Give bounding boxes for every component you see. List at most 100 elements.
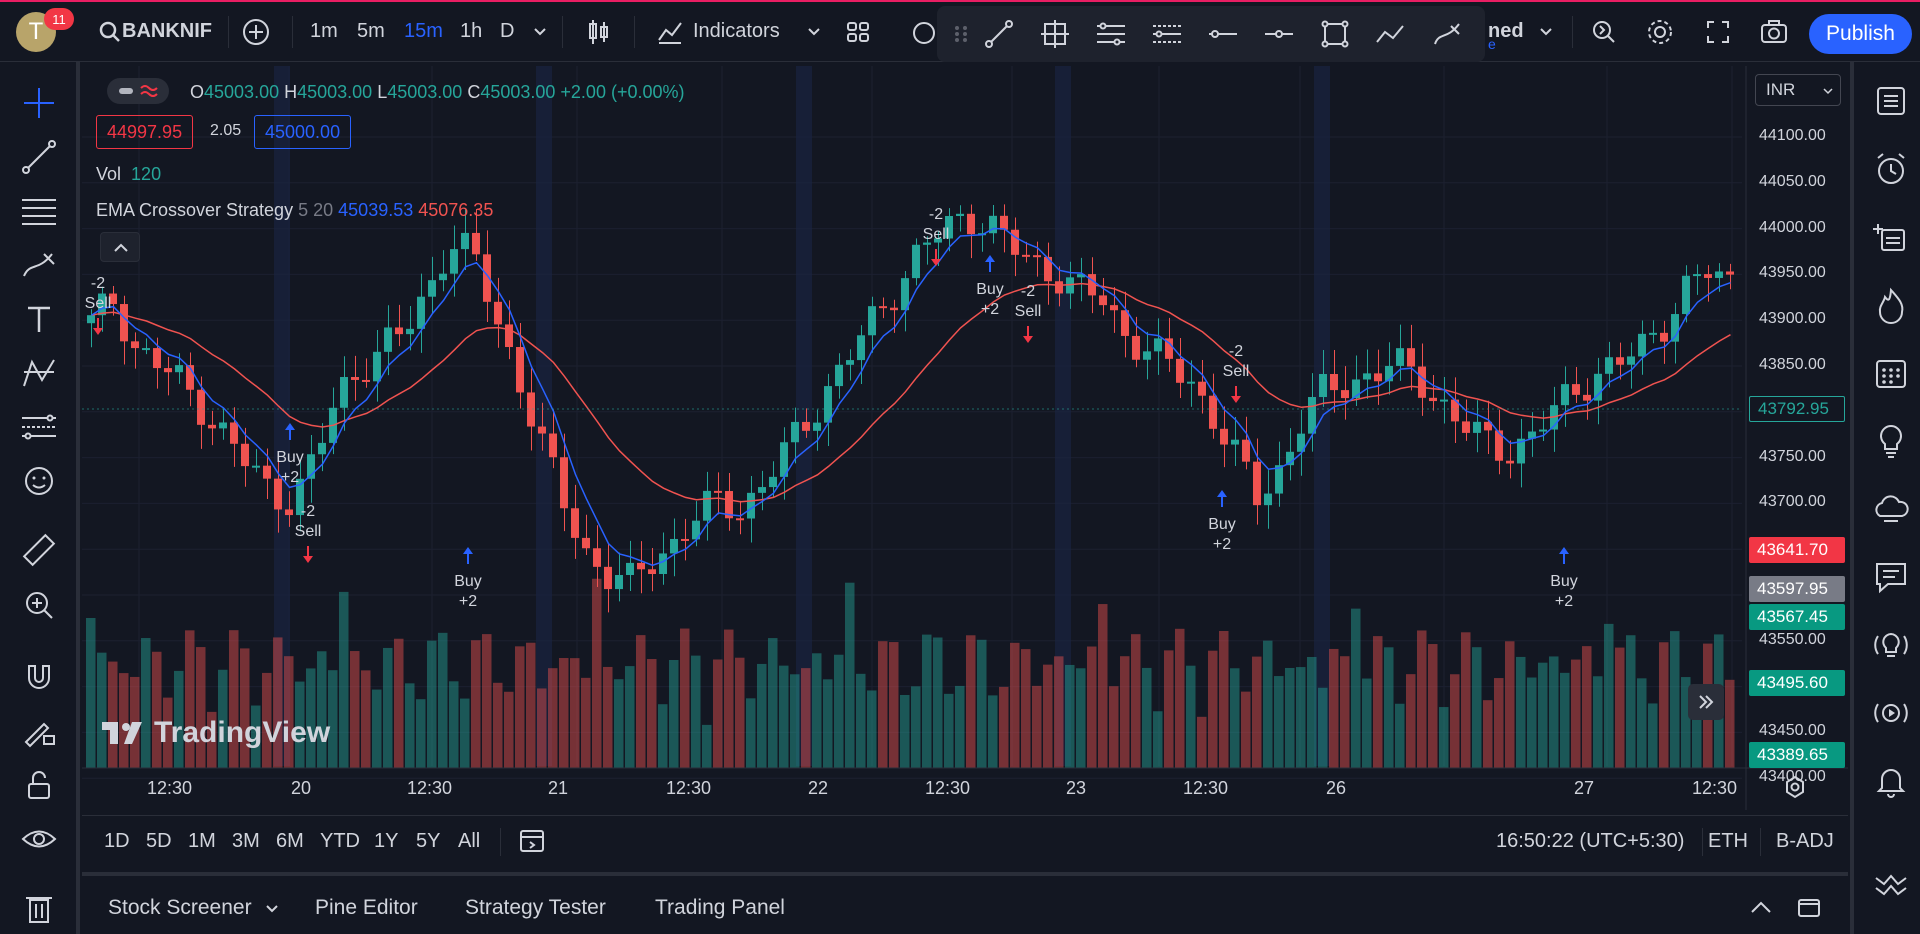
interval-1h[interactable]: 1h bbox=[460, 20, 483, 42]
prediction-tool-icon[interactable] bbox=[18, 406, 60, 448]
chevron-down-icon[interactable] bbox=[262, 898, 282, 923]
watchlist-icon[interactable] bbox=[1870, 80, 1912, 122]
signal-label-line2: Sell bbox=[1015, 303, 1042, 320]
range-5d[interactable]: 5D bbox=[146, 830, 172, 852]
range-ytd[interactable]: YTD bbox=[320, 830, 360, 852]
path-tool-icon[interactable] bbox=[1373, 16, 1409, 52]
pattern-tool-icon[interactable] bbox=[18, 352, 60, 394]
horizontal-ray-tool-icon[interactable] bbox=[1205, 16, 1241, 52]
range-6m[interactable]: 6M bbox=[276, 830, 304, 852]
publish-button[interactable]: Publish bbox=[1809, 14, 1912, 54]
candle-type-icon[interactable] bbox=[580, 14, 616, 50]
high-label: H bbox=[284, 82, 298, 102]
range-1m[interactable]: 1M bbox=[188, 830, 216, 852]
tab-trading-panel[interactable]: Trading Panel bbox=[655, 896, 785, 919]
signal-label-line1: -2 bbox=[91, 275, 105, 292]
scroll-to-realtime-button[interactable] bbox=[1688, 684, 1724, 720]
sell-price-button[interactable]: 44997.95 bbox=[96, 115, 194, 149]
range-5y[interactable]: 5Y bbox=[416, 830, 441, 852]
time-tick: 12:30 bbox=[925, 778, 971, 798]
goto-date-icon[interactable] bbox=[516, 824, 550, 863]
layout-grid-icon[interactable] bbox=[840, 14, 876, 50]
brush-tool-icon[interactable] bbox=[1429, 16, 1465, 52]
object-tree-icon[interactable] bbox=[1870, 216, 1912, 258]
signal-label-line1: Buy bbox=[454, 573, 482, 590]
open-label: O bbox=[190, 82, 205, 102]
fib-retracement-tool-icon[interactable] bbox=[1149, 16, 1185, 52]
magnet-icon[interactable] bbox=[18, 656, 60, 698]
range-1d[interactable]: 1D bbox=[104, 830, 130, 852]
clock-timezone[interactable]: 16:50:22 (UTC+5:30) bbox=[1496, 830, 1685, 852]
ideas-lightbulb-icon[interactable] bbox=[1870, 420, 1912, 462]
trash-icon[interactable] bbox=[18, 886, 60, 928]
alarm-clock-icon[interactable] bbox=[1870, 148, 1912, 190]
chevron-down-icon[interactable] bbox=[1528, 14, 1564, 50]
range-3m[interactable]: 3M bbox=[232, 830, 260, 852]
camera-icon[interactable] bbox=[1756, 14, 1792, 50]
indicators-button[interactable]: Indicators bbox=[693, 20, 780, 42]
streams-cloud-icon[interactable] bbox=[1870, 488, 1912, 530]
scale-settings-gear-icon[interactable] bbox=[1782, 774, 1808, 805]
horizontal-line-tool-icon[interactable] bbox=[1261, 16, 1297, 52]
ruler-icon[interactable] bbox=[18, 530, 60, 572]
legend-toggle-pill[interactable] bbox=[107, 78, 169, 104]
fullscreen-icon[interactable] bbox=[1700, 14, 1736, 50]
legend-collapse-button[interactable] bbox=[100, 232, 140, 262]
top-toolbar: T 11 BANKNIF 1m 5m 15m 1h D Indicators bbox=[0, 0, 1920, 62]
price-scale-tick: 44050.00 bbox=[1759, 172, 1826, 190]
pine-bulb-broadcast-icon[interactable] bbox=[1870, 624, 1912, 666]
tab-stock-screener[interactable]: Stock Screener bbox=[108, 896, 252, 919]
emoji-icon[interactable] bbox=[18, 460, 60, 502]
brush-icon[interactable] bbox=[18, 244, 60, 286]
interval-5m[interactable]: 5m bbox=[357, 20, 385, 42]
chevron-down-icon[interactable] bbox=[796, 14, 832, 50]
search-icon[interactable] bbox=[92, 14, 128, 50]
calendar-icon[interactable] bbox=[1870, 352, 1912, 394]
settings-gear-icon[interactable] bbox=[1642, 14, 1678, 50]
chevron-up-icon[interactable] bbox=[1746, 892, 1776, 927]
notifications-bell-icon[interactable] bbox=[1870, 760, 1912, 802]
range-1y[interactable]: 1Y bbox=[374, 830, 399, 852]
zoom-in-icon[interactable] bbox=[18, 584, 60, 626]
replay-play-icon[interactable] bbox=[1870, 692, 1912, 734]
interval-1m[interactable]: 1m bbox=[310, 20, 338, 42]
buy-price-button[interactable]: 45000.00 bbox=[254, 115, 352, 149]
interval-15m[interactable]: 15m bbox=[404, 20, 443, 42]
price-chart-canvas[interactable]: -2SellBuy+2-2SellBuy+2-2SellBuy+2-2Sell-… bbox=[82, 66, 1848, 810]
interval-d[interactable]: D bbox=[500, 20, 515, 42]
trend-line-icon[interactable] bbox=[18, 136, 60, 178]
fib-tools-icon[interactable] bbox=[18, 190, 60, 232]
maximize-panel-icon[interactable] bbox=[1794, 892, 1824, 927]
eye-icon[interactable] bbox=[18, 818, 60, 860]
compare-add-icon[interactable] bbox=[238, 14, 274, 50]
hotlist-fire-icon[interactable] bbox=[1870, 284, 1912, 326]
price-tag-green-1: 43567.45 bbox=[1749, 604, 1845, 630]
text-tool-icon[interactable] bbox=[18, 298, 60, 340]
drag-handle-icon[interactable] bbox=[943, 16, 967, 52]
indicators-icon[interactable] bbox=[652, 14, 688, 50]
trading-waves-icon[interactable] bbox=[1870, 862, 1912, 904]
symbol-search[interactable]: BANKNIF bbox=[122, 20, 212, 42]
lock-drawing-icon[interactable] bbox=[18, 710, 60, 752]
chats-icon[interactable] bbox=[1870, 556, 1912, 598]
quick-search-icon[interactable] bbox=[1586, 14, 1622, 50]
tab-strategy-tester[interactable]: Strategy Tester bbox=[465, 896, 606, 919]
high-value: 45003.00 bbox=[297, 82, 373, 102]
range-all[interactable]: All bbox=[458, 830, 481, 852]
chart-area[interactable]: -2 Sell Buy +2 -2 Sell Buy +2 -2 Sell Buy +2 -2 Sell -… bbox=[82, 66, 1848, 810]
session-toggle[interactable]: ETH bbox=[1708, 830, 1748, 852]
adjustment-toggle[interactable]: B-ADJ bbox=[1776, 830, 1834, 852]
crosshair-icon[interactable] bbox=[18, 82, 60, 124]
trend-line-tool-icon[interactable] bbox=[981, 16, 1017, 52]
tab-pine-editor[interactable]: Pine Editor bbox=[315, 896, 418, 919]
chevron-down-icon[interactable] bbox=[522, 14, 558, 50]
parallel-channel-tool-icon[interactable] bbox=[1093, 16, 1129, 52]
crosshair-box-tool-icon[interactable] bbox=[1037, 16, 1073, 52]
unlock-icon[interactable] bbox=[18, 764, 60, 806]
alert-clock-icon[interactable] bbox=[906, 14, 942, 50]
rectangle-tool-icon[interactable] bbox=[1317, 16, 1353, 52]
signal-label-line1: Buy bbox=[1550, 573, 1578, 590]
strategy-legend[interactable]: EMA Crossover Strategy 5 20 45039.53 450… bbox=[96, 200, 493, 221]
currency-select[interactable]: INR bbox=[1755, 74, 1841, 106]
low-label: L bbox=[377, 82, 388, 102]
